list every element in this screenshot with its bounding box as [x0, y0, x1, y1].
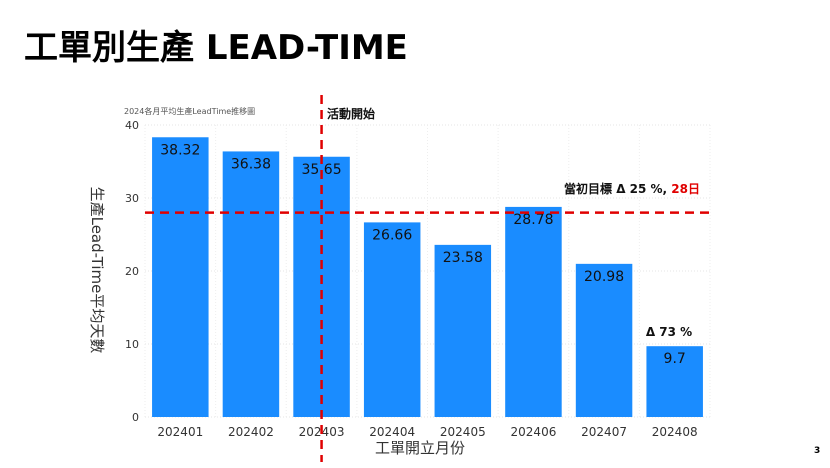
- data-label-202401: 38.32: [160, 142, 200, 158]
- data-label-202408: 9.7: [664, 351, 686, 367]
- x-tick-label-202406: 202406: [511, 425, 557, 439]
- grid-lines: [144, 124, 711, 418]
- slide-title: 工單別生產 LEAD-TIME: [24, 28, 408, 68]
- bar-202406: [505, 206, 562, 417]
- bar-202401: [152, 137, 209, 417]
- last-bar-annotation: Δ 73 %: [646, 325, 692, 339]
- x-tick-label-202401: 202401: [157, 425, 203, 439]
- data-label-202406: 28.78: [513, 212, 553, 228]
- bar-202407: [575, 263, 633, 417]
- y-tick-label: 20: [125, 265, 139, 278]
- bar-202402: [222, 151, 280, 417]
- bars: [152, 137, 703, 417]
- bar-202405: [434, 244, 492, 417]
- reference-line-label-highlight: 28日: [671, 182, 700, 196]
- tick-labels: 0102030402024012024022024032024042024052…: [125, 119, 698, 439]
- chart-subtitle: 2024各月平均生產LeadTime推移圖: [124, 106, 255, 116]
- x-tick-label-202402: 202402: [228, 425, 274, 439]
- reference-line-label-text: 當初目標 Δ 25 %,: [564, 181, 671, 196]
- data-label-202403: 35.65: [302, 162, 342, 178]
- x-tick-label-202405: 202405: [440, 425, 486, 439]
- data-label-202402: 36.38: [231, 156, 271, 172]
- reference-line-label: 當初目標 Δ 25 %, 28日: [564, 181, 700, 196]
- annotation-lines: [145, 95, 710, 462]
- data-label-202407: 20.98: [584, 269, 624, 285]
- y-axis-title: 生產Lead-Time平均天數: [88, 187, 106, 354]
- y-tick-label: 30: [125, 192, 139, 205]
- y-tick-label: 40: [125, 119, 139, 132]
- x-axis-title: 工單開立月份: [375, 439, 465, 457]
- event-marker-label: 活動開始: [327, 106, 375, 121]
- data-label-202404: 26.66: [372, 227, 412, 243]
- x-tick-label-202404: 202404: [369, 425, 415, 439]
- y-tick-label: 0: [132, 411, 139, 424]
- data-labels: 38.32 36.38 35.65 26.66 23.58 28.78 20.98 9.7: [160, 142, 686, 367]
- bar-202404: [363, 222, 421, 417]
- bar-202408: [646, 346, 703, 417]
- page-number: 3: [814, 446, 821, 456]
- x-tick-label-202408: 202408: [652, 425, 698, 439]
- y-tick-label: 10: [125, 338, 139, 351]
- x-tick-label-202407: 202407: [581, 425, 627, 439]
- data-label-202405: 23.58: [443, 250, 483, 266]
- bar-202403: [293, 156, 350, 417]
